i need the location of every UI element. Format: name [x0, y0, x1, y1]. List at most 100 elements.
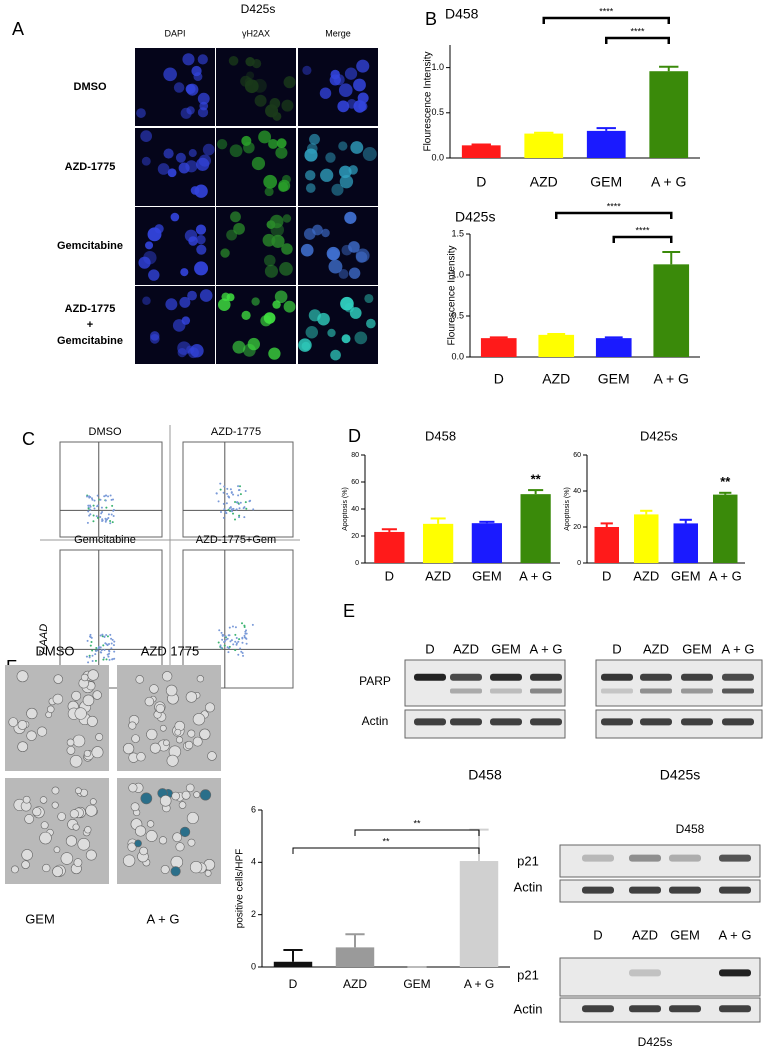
cell-nucleus: [233, 222, 245, 235]
event: [108, 643, 111, 646]
band: [719, 1005, 751, 1013]
cell: [127, 842, 137, 852]
cell: [72, 734, 86, 748]
event: [105, 658, 108, 661]
cell-nucleus: [358, 101, 368, 112]
cell-nucleus: [258, 130, 272, 144]
band: [719, 886, 751, 894]
band: [582, 854, 614, 862]
x-tick-label: A + G: [519, 568, 552, 583]
cell: [21, 849, 33, 861]
bar: [423, 523, 454, 563]
band: [530, 688, 562, 694]
event: [239, 501, 242, 504]
cell: [160, 864, 170, 874]
event: [95, 515, 98, 518]
lane-label: GEM: [491, 641, 521, 656]
event: [113, 640, 116, 643]
band: [490, 673, 522, 681]
event: [87, 661, 90, 664]
bar: [461, 145, 501, 158]
event: [239, 647, 242, 650]
cell-nucleus: [340, 296, 354, 311]
cell: [199, 728, 211, 740]
y-tick-label: 60: [573, 452, 581, 459]
event: [238, 507, 241, 510]
bar: [595, 338, 632, 357]
event: [98, 646, 101, 649]
event: [219, 511, 222, 514]
cell: [140, 792, 153, 805]
event: [90, 497, 93, 500]
event: [227, 508, 230, 511]
cell-nucleus: [362, 147, 377, 162]
cell: [39, 831, 52, 845]
event: [102, 658, 105, 661]
event: [96, 504, 99, 507]
cell: [24, 814, 34, 824]
event: [101, 633, 104, 636]
bar: [634, 514, 659, 563]
event: [240, 622, 243, 625]
event: [92, 520, 95, 523]
x-tick-label: GEM: [472, 568, 502, 583]
cell-nucleus: [302, 65, 312, 75]
cell-nucleus: [304, 148, 318, 162]
cell: [149, 742, 161, 754]
event: [108, 658, 111, 661]
event: [113, 650, 116, 653]
blot: [559, 957, 761, 997]
cell: [69, 809, 79, 819]
row-label: AZD-1775: [65, 161, 116, 173]
event: [89, 635, 92, 638]
event: [230, 639, 233, 642]
event: [88, 656, 91, 659]
axis-label: positive cells/HPF: [235, 849, 246, 928]
cell-nucleus: [346, 98, 357, 109]
cell-nucleus: [196, 234, 206, 245]
cell: [21, 860, 30, 869]
y-tick-label: 0.5: [431, 107, 444, 117]
event: [234, 649, 237, 652]
event: [241, 641, 244, 644]
cell-nucleus: [354, 331, 368, 345]
band: [629, 1005, 661, 1013]
significance-label: ****: [630, 26, 645, 36]
cell-nucleus: [305, 170, 316, 181]
y-tick-label: 6: [251, 804, 256, 814]
cell-nucleus: [198, 154, 212, 167]
cell-nucleus: [278, 181, 289, 192]
event: [223, 640, 226, 643]
event: [232, 512, 235, 515]
cell: [66, 738, 75, 747]
event: [101, 520, 104, 523]
cell-nucleus: [264, 187, 274, 197]
blot: [595, 659, 763, 707]
cell-nucleus: [303, 228, 316, 240]
event: [106, 653, 109, 656]
event: [251, 623, 254, 626]
cell-nucleus: [226, 229, 238, 241]
cell: [204, 869, 212, 877]
cell: [22, 795, 31, 804]
event: [230, 509, 233, 512]
event: [86, 521, 89, 524]
cell: [32, 807, 42, 817]
event: [104, 494, 107, 497]
cell-nucleus: [150, 331, 160, 341]
cell: [37, 726, 48, 737]
band: [722, 718, 754, 726]
cell: [72, 823, 80, 831]
lane-label: A + G: [722, 641, 755, 656]
cell: [71, 690, 82, 701]
cell-nucleus: [282, 214, 292, 223]
cell: [87, 669, 99, 681]
cell: [51, 801, 59, 809]
cell-line: D425s: [660, 767, 700, 783]
y-tick-label: 1.0: [431, 62, 444, 72]
cell: [192, 736, 203, 747]
event: [231, 625, 234, 628]
bar: [653, 264, 690, 357]
event: [100, 506, 103, 509]
cell-nucleus: [356, 59, 370, 73]
